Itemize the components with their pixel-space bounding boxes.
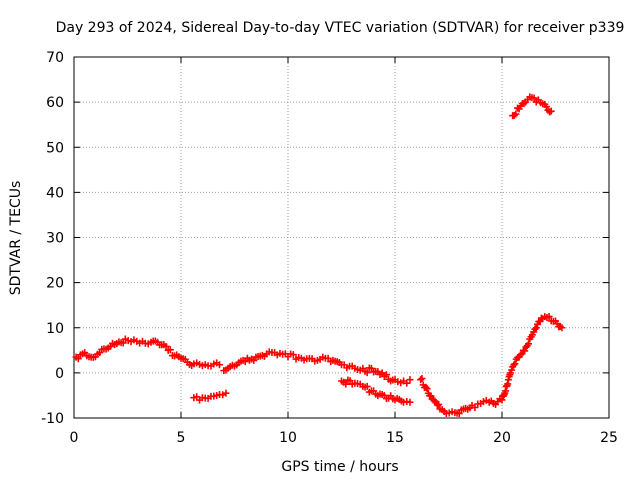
x-tick-label: 0 <box>70 430 79 446</box>
data-point <box>418 375 426 383</box>
data-point <box>532 324 540 332</box>
data-point <box>423 385 431 393</box>
data-point <box>346 377 354 385</box>
data-point <box>216 361 224 369</box>
chart-title: Day 293 of 2024, Sidereal Day-to-day VTE… <box>56 20 625 36</box>
data-point <box>367 364 375 372</box>
y-tick-label: -10 <box>41 411 64 427</box>
y-tick-label: 70 <box>46 50 64 66</box>
data-point <box>542 103 550 111</box>
data-point <box>378 369 386 377</box>
data-point <box>74 355 82 363</box>
data-point <box>512 110 520 118</box>
data-point <box>510 361 518 369</box>
data-point <box>403 379 411 387</box>
data-point <box>521 347 529 355</box>
grid-lines <box>74 57 609 418</box>
data-point <box>455 409 463 417</box>
data-point <box>547 107 555 115</box>
data-point <box>545 312 553 320</box>
data-point <box>342 380 350 388</box>
data-point <box>525 340 533 348</box>
data-point <box>508 366 516 374</box>
y-tick-label: 30 <box>46 231 64 247</box>
x-tick-label: 20 <box>493 430 511 446</box>
data-point <box>417 376 425 384</box>
data-point <box>119 339 127 347</box>
x-tick-label: 25 <box>600 430 618 446</box>
x-tick-label: 5 <box>177 430 186 446</box>
data-point <box>406 398 414 406</box>
data-point <box>162 342 170 350</box>
y-tick-label: 40 <box>46 185 64 201</box>
x-tick-label: 10 <box>279 430 297 446</box>
y-tick-label: 20 <box>46 276 64 292</box>
data-point <box>406 376 414 384</box>
data-point <box>222 389 230 397</box>
x-axis-label: GPS time / hours <box>281 459 398 475</box>
y-tick-label: 10 <box>46 321 64 337</box>
data-markers <box>72 93 566 417</box>
y-tick-label: 0 <box>55 366 64 382</box>
y-tick-label: 50 <box>46 140 64 156</box>
data-point <box>517 351 525 359</box>
data-point <box>166 346 174 354</box>
data-point <box>511 360 519 368</box>
data-point <box>289 351 297 359</box>
x-tick-label: 15 <box>386 430 404 446</box>
axis-ticks: 0 5 10 15 20 25 -10 0 10 20 30 40 50 60 70 <box>41 50 618 446</box>
data-point <box>558 324 566 332</box>
y-axis-label: SDTVAR / TECUs <box>8 181 24 296</box>
data-point <box>363 382 371 390</box>
data-point <box>530 94 538 102</box>
data-point <box>435 400 443 408</box>
data-point <box>531 325 539 333</box>
data-point <box>422 383 430 391</box>
data-point <box>510 111 518 119</box>
data-point <box>363 369 371 377</box>
y-tick-label: 60 <box>46 95 64 111</box>
data-point <box>382 371 390 379</box>
